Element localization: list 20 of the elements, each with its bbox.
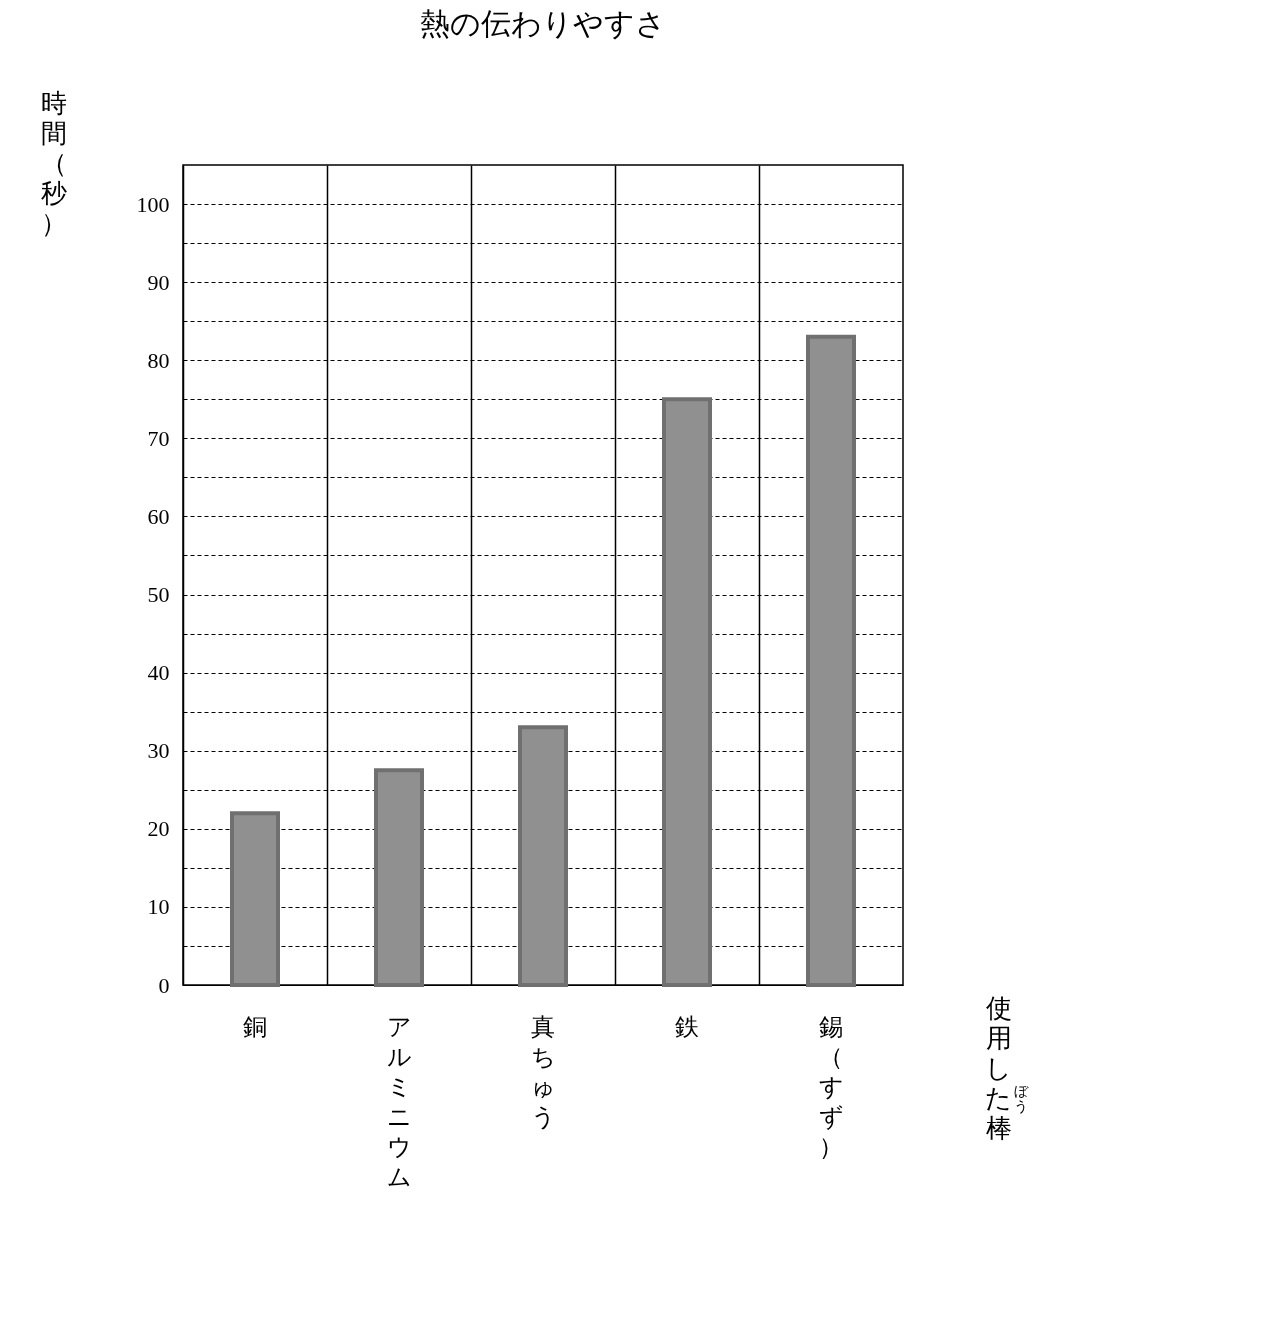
y-tick-label: 40: [147, 660, 170, 686]
y-tick-label: 70: [147, 425, 170, 451]
y-tick-label: 30: [147, 738, 170, 764]
x-tick-label: 真ちゅう: [530, 1013, 556, 1130]
y-axis-title: 時間（秒）: [40, 88, 67, 238]
chart-title: 熱の伝わりやすさ: [420, 7, 666, 40]
y-tick-label: 10: [147, 894, 170, 920]
y-tick-label: 0: [158, 972, 170, 998]
y-tick-label: 20: [147, 816, 170, 842]
y-tick-label: 90: [147, 269, 170, 295]
x-tick-label: アルミニウム: [386, 1013, 412, 1190]
y-tick-label: 80: [147, 347, 170, 373]
y-tick-label: 100: [136, 191, 170, 217]
y-tick-label: 60: [147, 503, 170, 529]
x-tick-label: 銅: [243, 1013, 267, 1040]
x-axis-title: 使用した棒: [985, 993, 1012, 1143]
x-tick-label: 鉄: [675, 1013, 699, 1040]
y-tick-label: 50: [147, 582, 170, 608]
x-tick-label: 錫（すず）: [818, 1013, 844, 1160]
text: ぼう: [1014, 1084, 1029, 1114]
